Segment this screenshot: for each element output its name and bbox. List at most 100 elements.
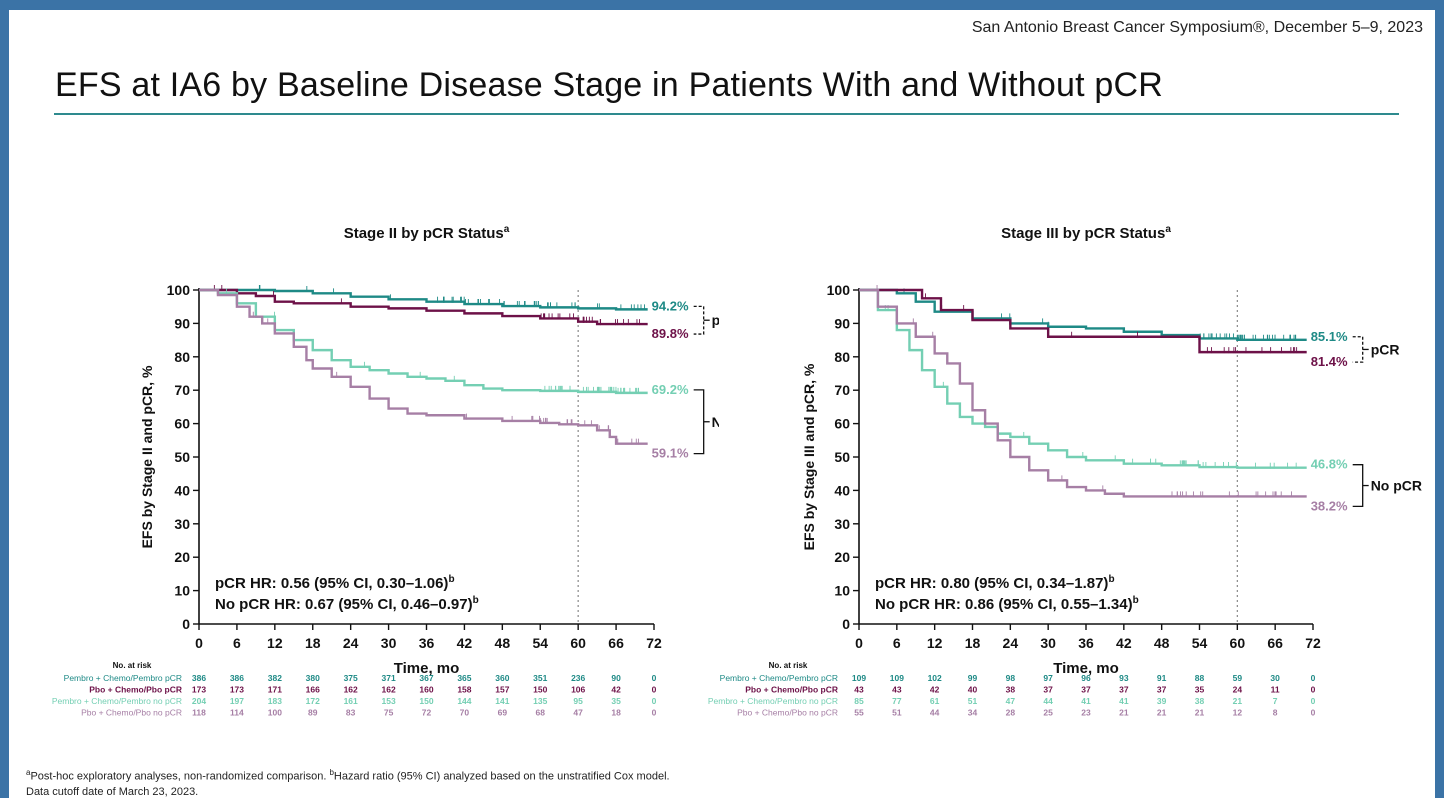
x-tick-label: 24 bbox=[343, 635, 359, 651]
group-bracket bbox=[1352, 464, 1364, 508]
hazard-ratio-value: No pCR HR: 0.86 (95% CI, 0.55–1.34) bbox=[875, 596, 1133, 613]
x-tick-label: 18 bbox=[965, 635, 981, 651]
x-tick-label: 36 bbox=[1078, 635, 1094, 651]
at-risk-row-label: Pbo + Chemo/Pbo no pCR bbox=[737, 708, 838, 718]
y-tick-label: 90 bbox=[834, 315, 850, 331]
at-risk-count: 24 bbox=[1233, 685, 1243, 695]
at-risk-count: 47 bbox=[573, 708, 583, 718]
end-value-label: 46.8% bbox=[1311, 457, 1348, 472]
group-label-no-pcr: No pCR bbox=[1371, 478, 1422, 494]
y-tick-label: 60 bbox=[834, 416, 850, 432]
at-risk-count: 386 bbox=[230, 673, 244, 683]
at-risk-count: 97 bbox=[1043, 673, 1053, 683]
footnote: aPost-hoc exploratory analyses, non-rand… bbox=[26, 765, 670, 798]
at-risk-count: 77 bbox=[892, 696, 902, 706]
series-pbo-chemo-pbo-pcr bbox=[199, 285, 648, 326]
at-risk-row-label: Pembro + Chemo/Pembro pCR bbox=[64, 673, 182, 683]
at-risk-count: 150 bbox=[533, 685, 547, 695]
at-risk-count: 38 bbox=[1006, 685, 1016, 695]
slide-title: EFS at IA6 by Baseline Disease Stage in … bbox=[55, 66, 1164, 104]
group-label-pcr: pCR bbox=[1371, 341, 1400, 357]
km-curve bbox=[859, 288, 1307, 469]
at-risk-count: 21 bbox=[1157, 708, 1167, 718]
at-risk-count: 171 bbox=[268, 685, 282, 695]
at-risk-count: 85 bbox=[854, 696, 864, 706]
footnote-line-1: aPost-hoc exploratory analyses, non-rand… bbox=[26, 768, 670, 783]
km-curve bbox=[199, 288, 648, 326]
x-tick-label: 18 bbox=[305, 635, 321, 651]
x-tick-label: 60 bbox=[570, 635, 586, 651]
group-bracket bbox=[693, 305, 705, 335]
x-tick-label: 48 bbox=[1154, 635, 1170, 651]
at-risk-count: 44 bbox=[930, 708, 940, 718]
y-tick-label: 10 bbox=[174, 583, 190, 599]
at-risk-count: 23 bbox=[1081, 708, 1091, 718]
at-risk-count: 162 bbox=[344, 685, 358, 695]
at-risk-count: 0 bbox=[652, 696, 657, 706]
at-risk-count: 150 bbox=[419, 696, 433, 706]
at-risk-count: 93 bbox=[1119, 673, 1129, 683]
x-tick-label: 24 bbox=[1003, 635, 1019, 651]
km-curve bbox=[859, 288, 1307, 354]
at-risk-count: 41 bbox=[1081, 696, 1091, 706]
at-risk-row-label: Pembro + Chemo/Pembro no pCR bbox=[52, 696, 182, 706]
at-risk-count: 173 bbox=[192, 685, 206, 695]
title-divider bbox=[54, 113, 1399, 115]
hazard-ratio-text: pCR HR: 0.80 (95% CI, 0.34–1.87)b bbox=[875, 574, 1115, 592]
at-risk-count: 34 bbox=[968, 708, 978, 718]
x-tick-label: 12 bbox=[927, 635, 943, 651]
at-risk-count: 51 bbox=[892, 708, 902, 718]
at-risk-count: 114 bbox=[230, 708, 244, 718]
at-risk-count: 365 bbox=[457, 673, 471, 683]
chart-title: Stage II by pCR Statusa bbox=[344, 224, 510, 242]
at-risk-count: 141 bbox=[495, 696, 509, 706]
at-risk-count: 28 bbox=[1006, 708, 1016, 718]
group-label-no-pcr: No pCR bbox=[712, 414, 719, 430]
y-tick-label: 30 bbox=[834, 516, 850, 532]
y-tick-label: 40 bbox=[834, 482, 850, 498]
km-curve bbox=[199, 288, 648, 445]
end-value-label: 81.4% bbox=[1311, 354, 1348, 369]
hazard-ratio-value: pCR HR: 0.56 (95% CI, 0.30–1.06) bbox=[215, 575, 448, 592]
at-risk-count: 25 bbox=[1043, 708, 1053, 718]
at-risk-count: 37 bbox=[1043, 685, 1053, 695]
hazard-ratio-superscript: b bbox=[1108, 574, 1114, 585]
at-risk-count: 197 bbox=[230, 696, 244, 706]
chart-title-text: Stage II by pCR Status bbox=[344, 225, 504, 242]
at-risk-count: 157 bbox=[495, 685, 509, 695]
x-tick-label: 42 bbox=[457, 635, 473, 651]
at-risk-count: 37 bbox=[1157, 685, 1167, 695]
at-risk-count: 106 bbox=[571, 685, 585, 695]
x-tick-label: 66 bbox=[608, 635, 624, 651]
x-tick-label: 60 bbox=[1230, 635, 1246, 651]
hazard-ratio-text: pCR HR: 0.56 (95% CI, 0.30–1.06)b bbox=[215, 574, 455, 592]
chart-stage-iii: Stage III by pCR Statusa0102030405060708… bbox=[708, 224, 1422, 718]
y-tick-label: 80 bbox=[834, 349, 850, 365]
chart-stage-ii: Stage II by pCR Statusa01020304050607080… bbox=[52, 224, 719, 718]
at-risk-count: 69 bbox=[498, 708, 508, 718]
at-risk-count: 35 bbox=[1195, 685, 1205, 695]
x-tick-label: 6 bbox=[233, 635, 241, 651]
x-tick-label: 36 bbox=[419, 635, 435, 651]
chart-title-superscript: a bbox=[504, 224, 510, 235]
at-risk-header: No. at risk bbox=[769, 661, 808, 670]
y-tick-label: 0 bbox=[182, 616, 190, 632]
at-risk-count: 35 bbox=[611, 696, 621, 706]
at-risk-count: 118 bbox=[192, 708, 206, 718]
at-risk-count: 38 bbox=[1195, 696, 1205, 706]
end-value-label: 94.2% bbox=[652, 298, 689, 313]
chart-title: Stage III by pCR Statusa bbox=[1001, 224, 1171, 242]
x-tick-label: 6 bbox=[893, 635, 901, 651]
at-risk-count: 75 bbox=[384, 708, 394, 718]
at-risk-count: 367 bbox=[419, 673, 433, 683]
at-risk-count: 37 bbox=[1081, 685, 1091, 695]
end-value-label: 38.2% bbox=[1311, 498, 1348, 513]
at-risk-count: 42 bbox=[611, 685, 621, 695]
at-risk-count: 380 bbox=[306, 673, 320, 683]
at-risk-count: 0 bbox=[652, 708, 657, 718]
at-risk-count: 37 bbox=[1119, 685, 1129, 695]
at-risk-count: 18 bbox=[611, 708, 621, 718]
y-tick-label: 30 bbox=[174, 516, 190, 532]
series-pbo-chemo-pbo-no-pcr bbox=[199, 288, 648, 445]
at-risk-count: 371 bbox=[381, 673, 395, 683]
